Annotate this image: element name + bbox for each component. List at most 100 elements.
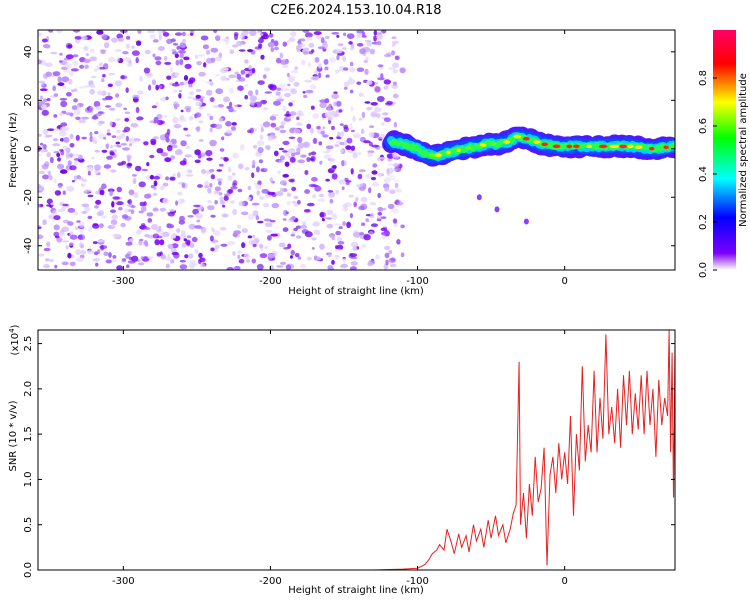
noise-speckle (49, 30, 54, 33)
noise-speckle (130, 205, 136, 209)
noise-speckle (236, 224, 242, 229)
noise-speckle (95, 105, 102, 111)
noise-speckle (380, 227, 388, 232)
noise-speckle (61, 205, 66, 212)
noise-speckle (124, 208, 129, 214)
noise-speckle (196, 226, 204, 230)
noise-speckle (101, 149, 108, 153)
noise-speckle (140, 205, 147, 212)
noise-speckle (126, 162, 132, 169)
noise-speckle (226, 267, 235, 270)
noise-speckle (170, 138, 177, 144)
noise-speckle (256, 263, 264, 270)
noise-speckle (153, 180, 158, 187)
noise-speckle (220, 67, 229, 71)
noise-speckle (270, 122, 277, 128)
noise-speckle (280, 261, 287, 265)
noise-speckle (299, 224, 308, 229)
noise-speckle (361, 111, 366, 119)
top-x-ticks: -300 -200 -100 0 (112, 30, 568, 287)
noise-speckle (67, 252, 72, 259)
noise-speckle (179, 81, 184, 86)
noise-speckle (66, 92, 72, 97)
noise-speckle (105, 105, 111, 108)
noise-speckle (93, 251, 99, 256)
noise-speckle (289, 156, 296, 163)
noise-speckle (184, 254, 189, 259)
noise-speckle (81, 179, 88, 182)
noise-speckle (181, 38, 186, 44)
noise-speckle (153, 136, 159, 140)
noise-speckle (83, 190, 88, 195)
noise-speckle (326, 209, 334, 215)
noise-speckle (279, 125, 285, 129)
noise-speckle (306, 256, 312, 261)
noise-speckle (122, 147, 130, 151)
noise-speckle (103, 136, 107, 140)
noise-speckle (49, 156, 54, 164)
noise-speckle (210, 47, 219, 53)
noise-speckle (237, 188, 243, 193)
x-tick-label: -200 (259, 276, 282, 287)
noise-speckle (91, 156, 95, 160)
noise-speckle (255, 184, 262, 190)
noise-speckle (382, 112, 389, 116)
noise-speckle (174, 32, 183, 36)
noise-speckle (62, 203, 69, 207)
noise-speckle (89, 88, 96, 95)
noise-speckle (336, 236, 343, 242)
noise-speckle (94, 131, 99, 135)
noise-speckle (214, 123, 223, 130)
noise-speckle (233, 230, 242, 235)
noise-speckle (54, 190, 62, 196)
noise-speckle (73, 88, 78, 92)
noise-speckle (151, 105, 158, 109)
noise-speckle (356, 43, 364, 47)
noise-speckle (43, 128, 49, 135)
noise-speckle (278, 159, 284, 163)
noise-speckle (391, 207, 399, 214)
noise-speckle (349, 123, 353, 130)
noise-speckle (59, 169, 68, 174)
noise-speckle (83, 85, 91, 88)
noise-speckle (57, 157, 61, 162)
y-scale-close: ) (10, 324, 21, 328)
noise-speckle (38, 32, 42, 36)
noise-speckle (389, 175, 396, 181)
noise-speckle (139, 201, 145, 207)
noise-speckle (331, 173, 338, 180)
chart-title: C2E6.2024.153.10.04.R18 (270, 3, 441, 18)
noise-speckle (179, 42, 187, 49)
noise-speckle (178, 219, 185, 225)
noise-speckle (369, 125, 375, 129)
noise-speckle (79, 250, 87, 255)
noise-speckle (394, 166, 402, 173)
noise-speckle (229, 101, 233, 108)
noise-speckle (73, 98, 78, 103)
noise-speckle (384, 252, 390, 259)
noise-speckle (152, 39, 159, 43)
noise-speckle (249, 127, 254, 134)
noise-speckle (384, 186, 390, 192)
noise-speckle (140, 256, 144, 260)
noise-speckle (186, 33, 190, 36)
noise-speckle (384, 245, 391, 251)
noise-speckle (158, 34, 162, 41)
noise-speckle (220, 76, 227, 81)
noise-speckle (59, 149, 64, 152)
noise-speckle (225, 120, 232, 127)
noise-speckle (314, 185, 322, 192)
noise-speckle (241, 228, 248, 233)
noise-speckle (181, 182, 186, 188)
noise-speckle (218, 192, 223, 196)
noise-speckle (175, 59, 180, 66)
noise-speckle (237, 85, 244, 91)
noise-speckle (183, 238, 188, 242)
noise-speckle (96, 211, 102, 216)
noise-speckle (116, 57, 120, 62)
noise-speckle (334, 248, 343, 252)
y-tick-label: 1.0 (23, 471, 34, 487)
noise-speckle (342, 221, 346, 226)
noise-speckle (160, 120, 165, 125)
noise-speckle (189, 242, 195, 248)
